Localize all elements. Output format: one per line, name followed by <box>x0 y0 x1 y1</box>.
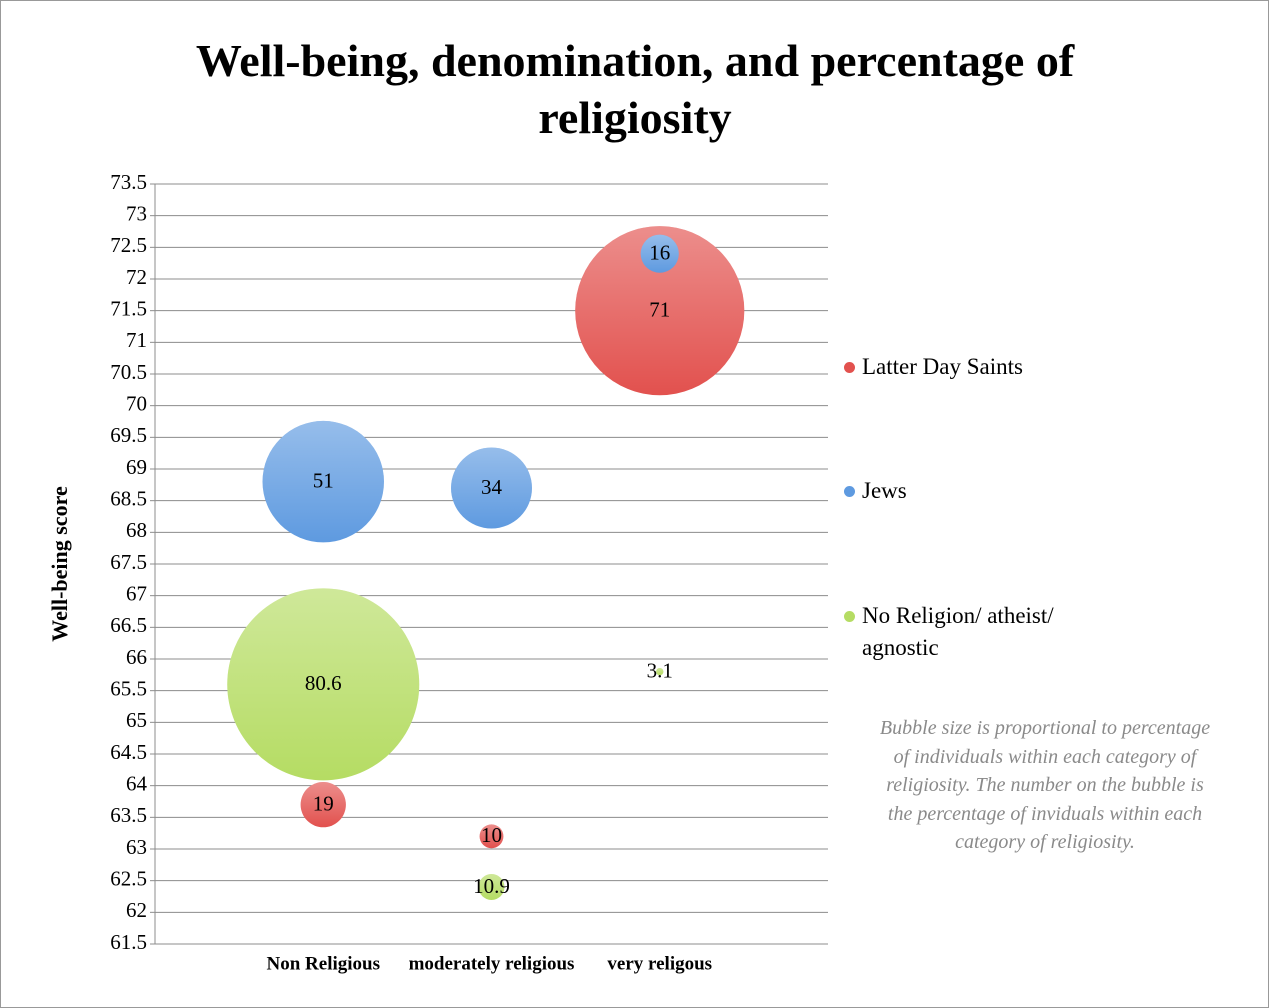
y-tick-label: 73 <box>126 201 147 225</box>
y-tick-label: 66.5 <box>110 613 147 637</box>
legend-marker <box>844 362 855 373</box>
y-tick-label: 65 <box>126 708 147 732</box>
data-label: 10.9 <box>473 874 510 898</box>
y-tick-label: 61.5 <box>110 930 147 954</box>
data-label: 10 <box>481 823 502 847</box>
y-tick-label: 69.5 <box>110 423 147 447</box>
x-tick-label: moderately religious <box>409 953 575 974</box>
y-tick-label: 63.5 <box>110 803 147 827</box>
data-label: 51 <box>313 468 334 492</box>
legend-entry: No Religion/ atheist/ agnostic <box>862 603 1054 660</box>
legend-entry: Jews <box>862 478 907 503</box>
legend-marker <box>844 611 855 622</box>
legend-marker <box>844 486 855 497</box>
data-label: 71 <box>649 297 670 321</box>
y-tick-label: 70.5 <box>110 360 147 384</box>
bubble-shine <box>656 667 664 676</box>
y-tick-label: 68 <box>126 518 147 542</box>
y-tick-label: 62 <box>126 898 147 922</box>
y-tick-label: 73.5 <box>110 170 147 194</box>
y-tick-label: 63 <box>126 835 147 859</box>
y-tick-label: 72.5 <box>110 233 147 257</box>
data-label: 3.1 <box>647 658 673 682</box>
y-tick-label: 64.5 <box>110 740 147 764</box>
y-tick-label: 62.5 <box>110 866 147 890</box>
y-tick-label: 67 <box>126 581 147 605</box>
y-tick-label: 72 <box>126 265 147 289</box>
data-label: 16 <box>649 240 670 264</box>
x-tick-label: Non Religious <box>267 953 381 974</box>
bubble-shine <box>227 588 420 781</box>
bubble-shine <box>478 874 505 900</box>
bubble-shine <box>640 234 679 273</box>
y-tick-label: 64 <box>126 771 148 795</box>
x-tick-label: very religous <box>607 953 712 974</box>
chart-title: Well-being, denomination, and percentage… <box>195 35 1075 143</box>
y-tick-label: 66 <box>126 645 147 669</box>
bubble-shine <box>300 782 346 828</box>
y-axis-label: Well-being score <box>47 486 72 642</box>
bubble-shine <box>479 824 504 849</box>
data-label: 80.6 <box>305 671 342 695</box>
y-tick-label: 71 <box>126 328 147 352</box>
data-label: 34 <box>481 475 503 499</box>
y-tick-label: 71.5 <box>110 296 147 320</box>
data-label: 19 <box>313 791 334 815</box>
y-tick-label: 67.5 <box>110 550 147 574</box>
bubble-shine <box>262 420 384 543</box>
y-tick-label: 70 <box>126 391 147 415</box>
y-tick-label: 65.5 <box>110 676 147 700</box>
annotation: Bubble size is proportional to percentag… <box>879 717 1211 854</box>
y-tick-label: 68.5 <box>110 486 147 510</box>
legend-entry: Latter Day Saints <box>862 354 1023 379</box>
bubble-shine <box>575 226 745 396</box>
y-tick-label: 69 <box>126 455 147 479</box>
bubble-shine <box>451 447 532 529</box>
